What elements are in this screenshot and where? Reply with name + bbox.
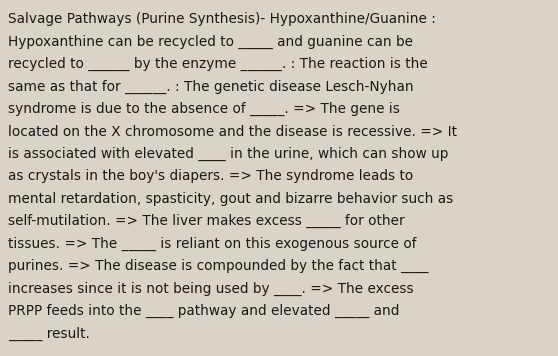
Text: recycled to ______ by the enzyme ______. : The reaction is the: recycled to ______ by the enzyme ______.… bbox=[8, 57, 428, 72]
Text: self-mutilation. => The liver makes excess _____ for other: self-mutilation. => The liver makes exce… bbox=[8, 214, 405, 229]
Text: PRPP feeds into the ____ pathway and elevated _____ and: PRPP feeds into the ____ pathway and ele… bbox=[8, 304, 400, 318]
Text: same as that for ______. : The genetic disease Lesch-Nyhan: same as that for ______. : The genetic d… bbox=[8, 80, 414, 94]
Text: Hypoxanthine can be recycled to _____ and guanine can be: Hypoxanthine can be recycled to _____ an… bbox=[8, 35, 413, 49]
Text: tissues. => The _____ is reliant on this exogenous source of: tissues. => The _____ is reliant on this… bbox=[8, 237, 417, 251]
Text: is associated with elevated ____ in the urine, which can show up: is associated with elevated ____ in the … bbox=[8, 147, 449, 161]
Text: as crystals in the boy's diapers. => The syndrome leads to: as crystals in the boy's diapers. => The… bbox=[8, 169, 413, 183]
Text: increases since it is not being used by ____. => The excess: increases since it is not being used by … bbox=[8, 282, 414, 296]
Text: syndrome is due to the absence of _____. => The gene is: syndrome is due to the absence of _____.… bbox=[8, 102, 400, 116]
Text: purines. => The disease is compounded by the fact that ____: purines. => The disease is compounded by… bbox=[8, 259, 429, 273]
Text: Salvage Pathways (Purine Synthesis)- Hypoxanthine/Guanine :: Salvage Pathways (Purine Synthesis)- Hyp… bbox=[8, 12, 436, 26]
Text: _____ result.: _____ result. bbox=[8, 326, 90, 341]
Text: mental retardation, spasticity, gout and bizarre behavior such as: mental retardation, spasticity, gout and… bbox=[8, 192, 454, 206]
Text: located on the X chromosome and the disease is recessive. => It: located on the X chromosome and the dise… bbox=[8, 125, 458, 138]
